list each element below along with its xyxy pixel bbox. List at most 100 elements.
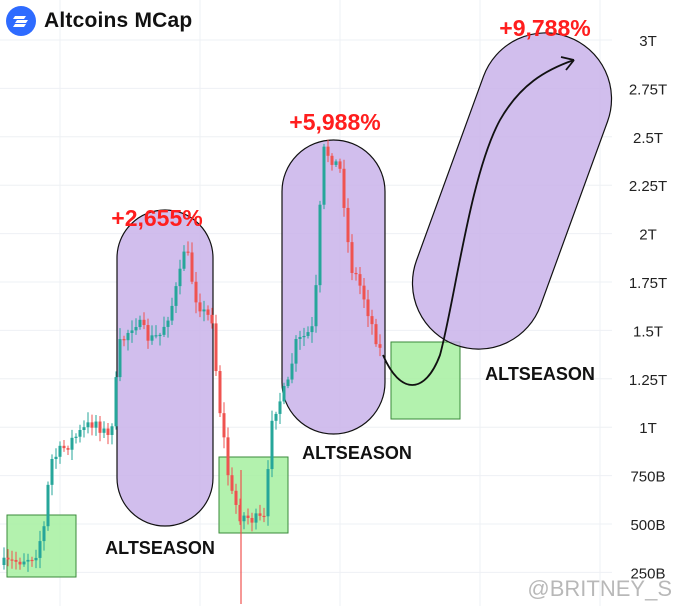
candle-body xyxy=(334,161,338,165)
candle-body xyxy=(118,339,122,378)
chart-title: Altcoins MCap xyxy=(44,9,193,32)
candle-body xyxy=(226,437,230,476)
y-tick-label: 1T xyxy=(639,420,657,437)
candle-body xyxy=(94,421,98,428)
candle-body xyxy=(362,285,366,300)
candle-body xyxy=(298,336,302,339)
candle-body xyxy=(354,272,358,275)
cycle-percent-label-1: +2,655% xyxy=(111,205,202,231)
candle-body xyxy=(166,320,170,327)
candle-body xyxy=(202,309,206,312)
altseason-zone-1 xyxy=(116,209,214,527)
candle-body xyxy=(254,513,258,523)
candle-body xyxy=(282,386,286,402)
candle-body xyxy=(330,155,334,165)
candle-body xyxy=(182,251,186,269)
candle-body xyxy=(314,285,318,327)
candle-body xyxy=(54,456,58,459)
watermark-text: @BRITNEY_S xyxy=(527,576,672,601)
y-tick-label: 2T xyxy=(639,227,657,244)
y-tick-label: 2.25T xyxy=(629,178,667,195)
candle-body xyxy=(218,371,222,414)
y-tick-label: 750B xyxy=(630,469,665,486)
altseason-zone-projected xyxy=(411,32,613,350)
projection-arrow-path xyxy=(382,59,575,386)
candle-body xyxy=(366,299,370,317)
candle-body xyxy=(210,314,214,324)
candle-body xyxy=(134,327,138,331)
y-tick-label: 250B xyxy=(630,565,665,582)
candle-body xyxy=(342,168,346,208)
candle-body xyxy=(274,413,278,421)
candle-body xyxy=(114,377,118,427)
candle-body xyxy=(50,458,54,485)
candle-body xyxy=(326,146,330,156)
y-tick-label: 2.75T xyxy=(629,81,667,98)
candle-body xyxy=(130,330,134,333)
candle-body xyxy=(378,344,382,348)
candle-body xyxy=(70,437,74,450)
candle-body xyxy=(374,324,378,345)
layers-logo-icon xyxy=(6,6,36,36)
candle-body xyxy=(338,161,342,169)
y-tick-label: 1.5T xyxy=(633,323,663,340)
candle-body xyxy=(34,557,38,561)
candle-body xyxy=(42,526,46,542)
candle-body xyxy=(90,422,94,428)
candle-body xyxy=(62,445,66,449)
candle-body xyxy=(178,268,182,287)
candle-body xyxy=(318,204,322,286)
candle-body xyxy=(262,515,266,518)
candle-body xyxy=(310,326,314,333)
candle-body xyxy=(126,332,130,341)
candle-body xyxy=(206,309,210,315)
candle-body xyxy=(106,428,110,435)
candle-body xyxy=(158,334,162,337)
y-tick-label: 1.25T xyxy=(629,372,667,389)
cycle-altseason-label-1: ALTSEASON xyxy=(105,538,215,558)
candle-body xyxy=(198,302,202,312)
candle-body xyxy=(10,559,14,561)
chart-header: Altcoins MCap xyxy=(6,6,192,36)
candle-body xyxy=(194,281,198,303)
y-tick-label: 1.75T xyxy=(629,275,667,292)
cycle-altseason-label-3: ALTSEASON xyxy=(485,364,595,384)
candle-body xyxy=(6,557,10,560)
cycle-percent-label-2: +5,988% xyxy=(289,109,380,135)
candle-body xyxy=(122,339,126,341)
candle-body xyxy=(58,445,62,457)
candle-body xyxy=(250,517,254,523)
candle-body xyxy=(306,332,310,336)
candle-body xyxy=(346,207,350,243)
candle-body xyxy=(110,426,114,435)
candle-body xyxy=(38,541,42,558)
candle-body xyxy=(270,420,274,470)
candle-body xyxy=(26,559,30,562)
cycle-altseason-label-2: ALTSEASON xyxy=(302,443,412,463)
candle-body xyxy=(138,319,142,328)
candle-body xyxy=(322,146,326,205)
candle-body xyxy=(74,436,78,438)
candle-body xyxy=(190,252,194,282)
candle-body xyxy=(174,286,178,306)
candle-body xyxy=(22,561,26,565)
candle-body xyxy=(154,335,158,337)
candle-body xyxy=(230,475,234,491)
candle-body xyxy=(98,421,102,433)
candle-body xyxy=(86,422,90,428)
candle-body xyxy=(82,427,86,431)
y-tick-label: 2.5T xyxy=(633,130,663,147)
candle-body xyxy=(2,557,6,565)
y-tick-label: 3T xyxy=(639,33,657,50)
candle-body xyxy=(186,251,190,253)
candle-body xyxy=(246,515,250,518)
candle-body xyxy=(142,319,146,326)
cycle-percent-label-3: +9,788% xyxy=(499,15,590,41)
candle-body xyxy=(266,469,270,517)
candle-body xyxy=(30,559,34,562)
candle-body xyxy=(146,325,150,341)
candle-body xyxy=(294,338,298,364)
candle-body xyxy=(46,484,50,527)
candle-body xyxy=(234,490,238,505)
candle-body xyxy=(242,515,246,522)
